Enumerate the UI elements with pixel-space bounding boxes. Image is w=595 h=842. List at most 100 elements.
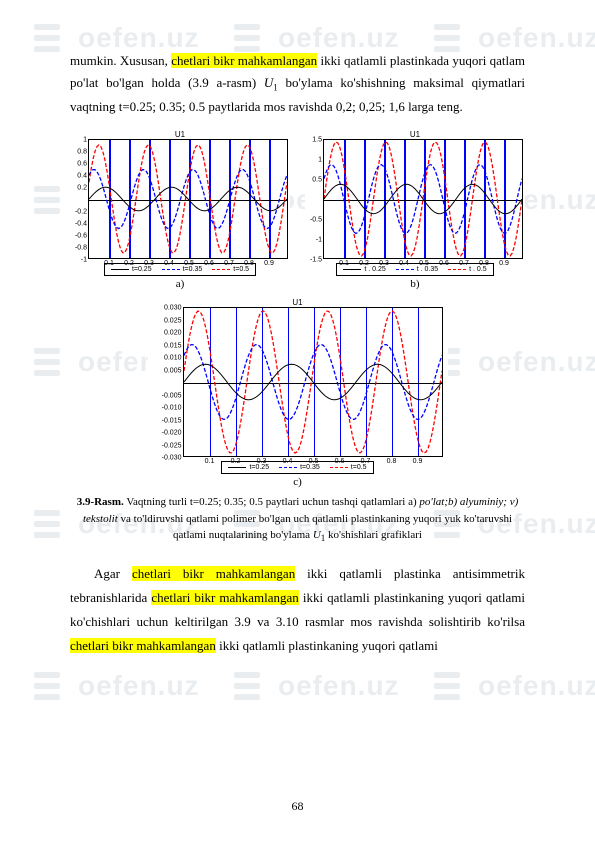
series-black <box>184 364 442 400</box>
legend-item: t . 0.35 <box>396 266 438 273</box>
series-black <box>89 187 287 211</box>
ytick-label: 0.5 <box>312 177 324 184</box>
legend-item: t . 0.5 <box>448 266 487 273</box>
xtick-label: 0.6 <box>204 258 214 267</box>
ytick-label: 0.015 <box>164 342 184 349</box>
page-content: mumkin. Xususan, chetlari bikr mahkamlan… <box>70 50 525 658</box>
xtick-label: 0.7 <box>459 258 469 267</box>
xtick-label: 0.2 <box>231 456 241 465</box>
subplot-label: b) <box>305 278 525 290</box>
paragraph-2: Agar chetlari bikr mahkamlangan ikki qat… <box>70 562 525 658</box>
legend-swatch <box>448 269 466 270</box>
xtick-label: 0.7 <box>224 258 234 267</box>
watermark-icon <box>30 342 70 382</box>
plot-area: 1.510.5-0.5-1-1.50.10.20.30.40.50.60.70.… <box>323 139 523 259</box>
legend-item: t=0.35 <box>162 266 203 273</box>
curves-svg <box>324 140 522 258</box>
xtick-label: 0.3 <box>379 258 389 267</box>
xtick-label: 0.9 <box>413 456 423 465</box>
watermark: oefen.uz <box>430 666 595 706</box>
ytick-label: -0.025 <box>162 442 184 449</box>
legend-label: t . 0.25 <box>364 266 385 273</box>
figure-caption: 3.9-Rasm. Vaqtning turli t=0.25; 0.35; 0… <box>70 494 525 546</box>
xtick-label: 0.4 <box>399 258 409 267</box>
legend: t=0.25t=0.35t=0.5 <box>221 461 373 474</box>
text: mumkin. Xususan, <box>70 53 171 68</box>
legend-swatch <box>279 467 297 468</box>
subplot-label: c) <box>148 476 448 488</box>
ytick-label: 0.2 <box>77 185 89 192</box>
xtick-label: 0.7 <box>361 456 371 465</box>
plot-area: 10.80.60.40.2-0.2-0.4-0.6-0.8-10.10.20.3… <box>88 139 288 259</box>
xtick-label: 0.5 <box>184 258 194 267</box>
curves-svg <box>89 140 287 258</box>
legend-swatch <box>162 269 180 270</box>
legend-item: t=0.25 <box>111 266 152 273</box>
page-number: 68 <box>0 799 595 814</box>
ytick-label: 0.010 <box>164 355 184 362</box>
ytick-label: 0.025 <box>164 317 184 324</box>
watermark-icon <box>230 666 270 706</box>
watermark-text: oefen.uz <box>478 670 595 702</box>
subplot-label: a) <box>70 278 290 290</box>
ytick-label: -0.015 <box>162 417 184 424</box>
ytick-label: -0.4 <box>75 221 89 228</box>
ytick-label: 0.005 <box>164 367 184 374</box>
ytick-label: 0.6 <box>77 161 89 168</box>
variable: U <box>264 75 273 90</box>
legend-item: t=0.5 <box>330 464 367 471</box>
highlight-text: chetlari bikr mahkamlangan <box>151 590 298 605</box>
xtick-label: 0.1 <box>205 456 215 465</box>
ytick-label: 1.5 <box>312 137 324 144</box>
ytick-label: -0.005 <box>162 392 184 399</box>
xtick-label: 0.6 <box>439 258 449 267</box>
watermark: oefen.uz <box>30 666 200 706</box>
chart-title: U1 <box>70 130 290 139</box>
watermark-icon <box>30 504 70 544</box>
xtick-label: 0.1 <box>339 258 349 267</box>
legend-item: t=0.35 <box>279 464 320 471</box>
xtick-label: 0.8 <box>479 258 489 267</box>
variable: U <box>313 529 321 541</box>
legend-label: t=0.35 <box>183 266 203 273</box>
legend-label: t=0.5 <box>351 464 367 471</box>
ytick-label: -1.5 <box>310 257 324 264</box>
legend-label: t . 0.35 <box>417 266 438 273</box>
ytick-label: -0.8 <box>75 245 89 252</box>
xtick-label: 0.3 <box>257 456 267 465</box>
watermark-text: oefen.uz <box>278 670 400 702</box>
watermark-icon <box>30 18 70 58</box>
text: ko'shishlari grafiklari <box>325 529 422 541</box>
watermark-icon <box>30 180 70 220</box>
text: Vaqtning turli t=0.25; 0.35; 0.5 paytlar… <box>124 496 420 508</box>
xtick-label: 0.5 <box>309 456 319 465</box>
ytick-label: -0.010 <box>162 405 184 412</box>
text: ikki qatlamli plastinkaning yuqori qatla… <box>216 638 438 653</box>
ytick-label: -0.020 <box>162 430 184 437</box>
xtick-label: 0.9 <box>264 258 274 267</box>
chart-title: U1 <box>305 130 525 139</box>
xtick-label: 0.9 <box>499 258 509 267</box>
ytick-label: 0.4 <box>77 173 89 180</box>
chart-c: U1 0.0300.0250.0200.0150.0100.005-0.005-… <box>148 298 448 488</box>
paragraph-1: mumkin. Xususan, chetlari bikr mahkamlan… <box>70 50 525 118</box>
xtick-label: 0.3 <box>144 258 154 267</box>
watermark-icon <box>430 666 470 706</box>
caption-label: 3.9-Rasm. <box>77 496 124 508</box>
legend-swatch <box>396 269 414 270</box>
xtick-label: 0.8 <box>387 456 397 465</box>
ytick-label: 0.8 <box>77 149 89 156</box>
legend-label: t=0.25 <box>132 266 152 273</box>
xtick-label: 0.4 <box>283 456 293 465</box>
legend-swatch <box>228 467 246 468</box>
legend-swatch <box>111 269 129 270</box>
xtick-label: 0.5 <box>419 258 429 267</box>
curves-svg <box>184 308 442 456</box>
ytick-label: -1 <box>316 237 324 244</box>
chart-row-top: U1 10.80.60.40.2-0.2-0.4-0.6-0.8-10.10.2… <box>70 130 525 290</box>
xtick-label: 0.4 <box>164 258 174 267</box>
legend-swatch <box>343 269 361 270</box>
ytick-label: -1 <box>81 257 89 264</box>
xtick-label: 0.8 <box>244 258 254 267</box>
legend-swatch <box>330 467 348 468</box>
